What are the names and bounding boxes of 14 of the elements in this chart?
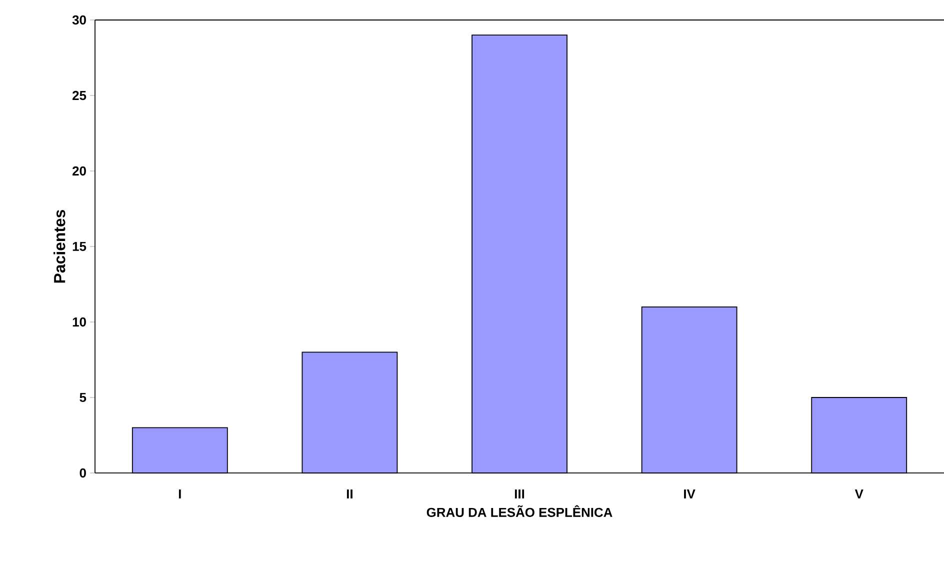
y-tick-label: 25 (72, 90, 86, 100)
x-axis-title: GRAU DA LESÃO ESPLÊNICA (426, 505, 612, 517)
y-tick-label: 20 (72, 166, 86, 176)
y-tick-label: 30 (72, 15, 86, 25)
x-tick-label: II (346, 490, 352, 498)
y-tick-label: 10 (72, 317, 86, 327)
y-axis-title: Pacientes (54, 210, 66, 283)
y-tick-label: 0 (80, 468, 86, 478)
x-tick-label: IV (684, 490, 696, 498)
x-tick-label: V (854, 490, 864, 498)
x-tick-label: I (178, 490, 181, 498)
x-tick-label: III (514, 490, 524, 498)
y-tick-label: 15 (72, 242, 86, 252)
y-tick-label: 5 (80, 392, 86, 402)
